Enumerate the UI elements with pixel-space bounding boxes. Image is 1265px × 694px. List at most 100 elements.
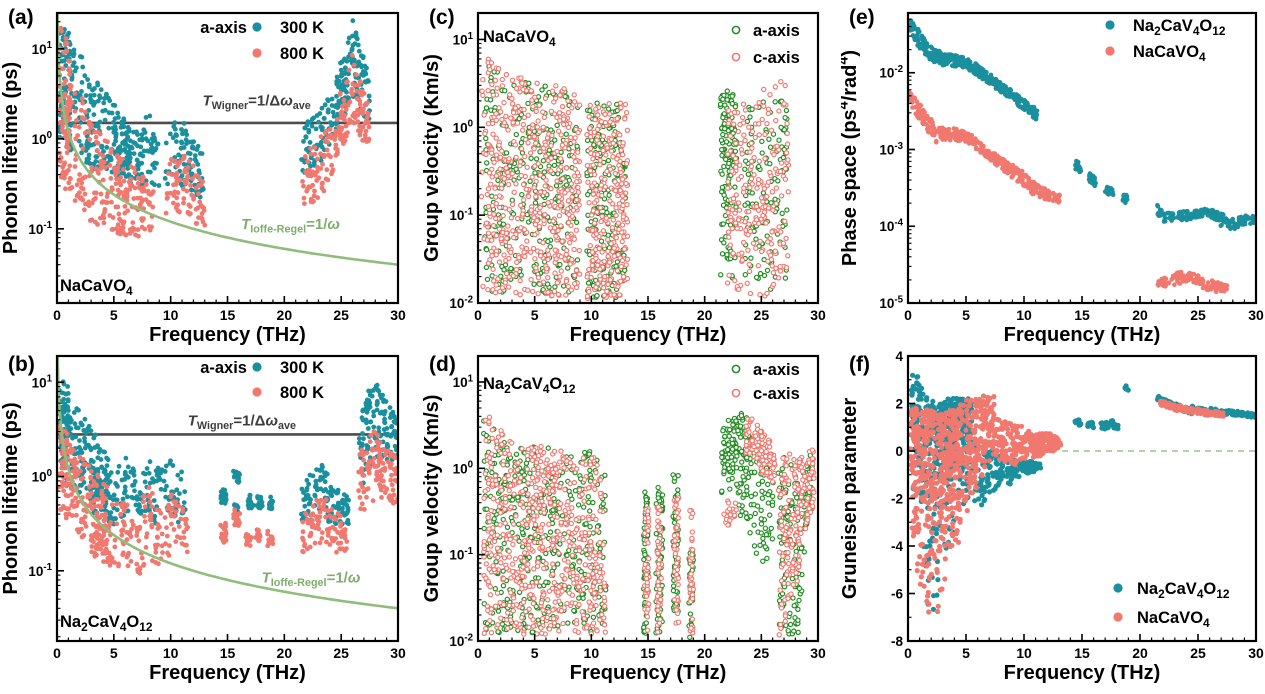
legend-label: a-axis	[753, 22, 800, 40]
data-point	[506, 243, 513, 250]
data-point	[266, 537, 272, 543]
data-point	[722, 126, 728, 132]
text-run: 800 K	[280, 45, 324, 63]
data-point	[576, 595, 582, 601]
series-layer	[57, 18, 372, 239]
data-point	[591, 142, 597, 148]
data-point	[193, 206, 199, 212]
data-point	[85, 77, 90, 82]
data-point	[615, 192, 621, 199]
data-point	[307, 500, 313, 506]
data-point	[68, 458, 74, 464]
data-point	[555, 227, 561, 234]
data-point	[776, 137, 782, 143]
data-point	[75, 94, 80, 100]
data-point	[315, 486, 320, 491]
data-point	[537, 281, 543, 287]
data-point	[159, 531, 165, 537]
data-point	[190, 176, 195, 182]
data-point	[182, 542, 188, 548]
data-point	[89, 165, 95, 170]
panel-d: (d) 0 5 10 15 20 25 30 10-2 10-1 100 101 Frequency …	[421, 347, 841, 694]
data-point	[132, 170, 138, 176]
data-point	[306, 184, 312, 190]
data-point	[223, 492, 229, 498]
line-annotation: TIoffe-Regel=1/ω	[262, 570, 361, 590]
data-point	[266, 505, 272, 511]
data-point	[180, 131, 185, 137]
data-point	[336, 504, 341, 510]
data-point	[587, 125, 593, 131]
legend-marker-icon	[731, 52, 741, 62]
data-point	[346, 35, 352, 41]
data-point	[79, 80, 85, 85]
text-run: O	[126, 613, 139, 631]
data-point	[752, 134, 758, 141]
data-point	[612, 170, 618, 177]
data-point	[66, 424, 71, 430]
data-point	[563, 251, 569, 258]
data-point	[147, 459, 153, 465]
data-point	[551, 162, 558, 169]
data-point	[368, 419, 373, 425]
data-point	[757, 238, 763, 244]
data-point	[747, 184, 753, 191]
data-point	[503, 270, 510, 277]
data-point	[769, 263, 775, 269]
data-point	[574, 197, 580, 203]
data-point	[527, 150, 534, 156]
data-point	[619, 176, 626, 182]
data-point	[783, 107, 790, 114]
data-point	[151, 498, 157, 503]
data-point	[72, 91, 78, 96]
data-point	[720, 96, 726, 102]
data-point	[784, 207, 790, 213]
data-point	[102, 449, 107, 455]
data-point	[106, 125, 112, 131]
data-point	[321, 115, 327, 121]
data-point	[611, 131, 617, 138]
data-point	[149, 524, 155, 530]
data-point	[175, 208, 181, 214]
data-point	[505, 223, 511, 229]
data-point	[176, 161, 181, 167]
data-point	[89, 549, 95, 555]
data-point	[546, 147, 552, 153]
data-point	[318, 151, 323, 157]
data-point	[110, 227, 116, 232]
data-point	[300, 535, 305, 541]
data-point	[557, 203, 564, 209]
data-point	[597, 266, 603, 272]
data-point	[121, 167, 126, 172]
data-point	[613, 212, 619, 219]
data-point	[623, 180, 629, 187]
data-point	[720, 114, 726, 121]
data-point	[508, 115, 514, 121]
data-point	[74, 460, 80, 465]
data-point	[173, 132, 179, 138]
data-point	[387, 405, 393, 410]
data-point	[763, 220, 769, 226]
data-point	[93, 159, 99, 164]
data-point	[489, 166, 495, 172]
data-point	[355, 112, 361, 118]
data-point	[784, 130, 790, 137]
data-point	[87, 137, 93, 142]
data-point	[87, 122, 92, 127]
data-point	[742, 166, 748, 172]
data-point	[155, 542, 161, 548]
data-point	[738, 146, 745, 153]
data-point	[558, 223, 564, 229]
data-point	[332, 516, 338, 522]
data-point	[737, 162, 743, 168]
data-point	[732, 155, 739, 162]
data-point	[602, 111, 608, 117]
data-point	[489, 81, 495, 88]
data-point	[541, 217, 547, 223]
data-point	[129, 518, 135, 524]
data-point	[58, 120, 63, 125]
data-point	[618, 147, 624, 153]
data-point	[523, 245, 530, 252]
data-point	[163, 210, 169, 216]
text-run: 1	[468, 31, 474, 42]
